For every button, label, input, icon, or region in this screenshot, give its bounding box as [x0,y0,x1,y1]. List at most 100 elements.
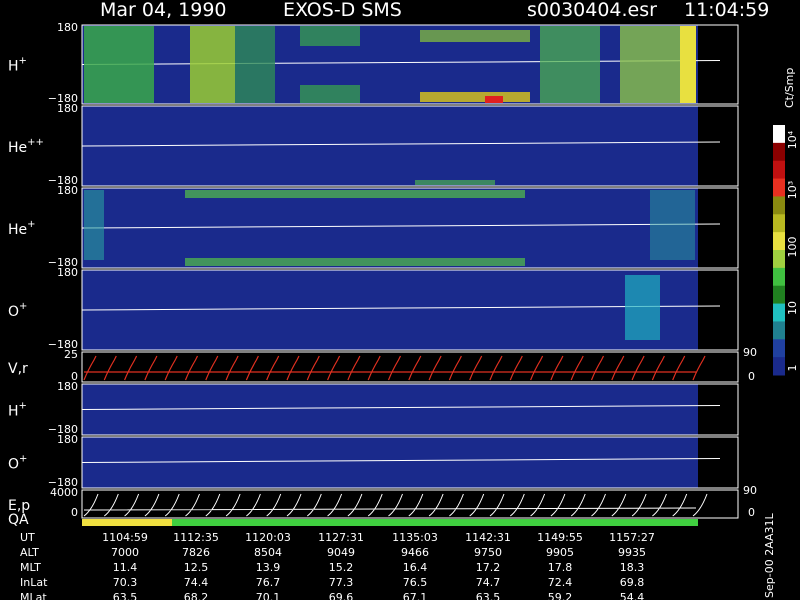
table-cell: 72.4 [548,576,573,589]
table-cell: 1142:31 [465,531,511,544]
panel-background [82,437,698,488]
panel-label-sup: + [27,219,35,230]
colorbar-swatch [773,267,785,287]
colorbar-tick-label: 100 [786,237,799,258]
table-cell: 9049 [327,546,355,559]
panel-label-sup: + [19,401,27,412]
colorbar-swatch [773,250,785,269]
panel-label: E,p [8,498,30,514]
table-cell: 9466 [401,546,429,559]
panel-label-text: He [8,140,27,156]
energy-trace [83,493,708,517]
colorbar-swatch [773,125,785,144]
velocity-trace [83,355,706,381]
colorbar-tick-label: 1 [786,365,799,372]
table-cell: 59.2 [548,591,573,600]
panel-label: V,r [8,361,28,377]
table-cell: 76.7 [256,576,281,589]
panel-label-text: H [8,404,19,420]
colorbar-swatch [773,178,785,197]
panel-label-text: He [8,222,27,238]
table-cell: 13.9 [256,561,281,574]
table-cell: 1127:31 [318,531,364,544]
center-line [81,405,721,410]
table-cell: 74.7 [476,576,501,589]
axis-top-label: 180 [57,102,78,115]
axis-bottom-label: −180 [48,92,78,105]
panel-background [82,490,698,518]
colorbar-unit: Ct/Smp [783,68,796,108]
table-cell: 11.4 [113,561,138,574]
table-cell: 17.8 [548,561,573,574]
colorbar-swatch [773,142,785,162]
axis-bottom-label: 0 [71,370,78,383]
axis-top-label: 180 [57,184,78,197]
right-axis-bottom-label: 0 [748,370,755,383]
axis-top-label: 180 [57,433,78,446]
table-cell: 76.5 [403,576,428,589]
header-date: Mar 04, 1990 [100,0,227,21]
table-cell: 68.2 [184,591,209,600]
row-label: MLT [20,561,41,574]
axis-bottom-label: −180 [48,256,78,269]
colorbar-swatch [773,285,785,305]
table-cell: 74.4 [184,576,209,589]
table-cell: 70.3 [113,576,138,589]
qa-bar-segment [82,519,172,526]
header-instrument: EXOS-D SMS [283,0,402,21]
center-line [81,305,721,311]
colorbar-swatch [773,321,785,340]
table-cell: 1104:59 [102,531,148,544]
table-cell: 12.5 [184,561,209,574]
table-cell: 7000 [111,546,139,559]
panel-label-sup: + [19,56,27,67]
table-cell: 67.1 [403,591,428,600]
table-cell: 63.5 [113,591,138,600]
panel-label-sup: ++ [27,137,44,148]
panel-label-sup: + [19,454,27,465]
right-axis-top-label: 90 [743,484,757,497]
table-cell: 8504 [254,546,282,559]
table-cell: 63.5 [476,591,501,600]
table-cell: 18.3 [620,561,645,574]
axis-bottom-label: 0 [71,506,78,519]
panel-frame [81,351,739,383]
panel-label: O+ [8,454,27,473]
panel-background [82,25,698,104]
panel-label: H+ [8,401,27,420]
colorbar-tick-label: 10³ [786,181,799,199]
table-cell: 1120:03 [245,531,291,544]
axis-bottom-label: −180 [48,174,78,187]
table-cell: 70.1 [256,591,281,600]
axis-top-label: 180 [57,266,78,279]
footer: Sep-00 2AA31L [763,512,776,598]
center-line [81,141,721,147]
colorbar-tick-label: 10 [786,301,799,315]
row-label: UT [20,531,35,544]
header-time: 11:04:59 [684,0,769,21]
center-line [81,458,721,463]
table-cell: 9905 [546,546,574,559]
colorbar-swatch [773,214,785,233]
panel-frame [81,489,739,519]
table-cell: 9935 [618,546,646,559]
qa-bar [82,519,698,526]
table-cell: 69.8 [620,576,645,589]
axis-top-label: 180 [57,21,78,34]
axis-bottom-label: −180 [48,423,78,436]
spectrogram-texture [84,26,696,340]
row-label: InLat [20,576,48,589]
panel-label-text: O [8,457,19,473]
table-cell: 1112:35 [173,531,219,544]
table-cell: 7826 [182,546,210,559]
axis-top-label: 25 [64,348,78,361]
table-cell: 15.2 [329,561,354,574]
table-cell: 54.4 [620,591,645,600]
colorbar: 10⁴ 10³ 100 10 1 [773,125,799,376]
panel-label: He++ [8,137,44,156]
right-axis-bottom-label: 0 [748,506,755,519]
panel-background [82,106,698,186]
header-file: s0030404.esr [527,0,657,21]
axis-bottom-label: −180 [48,338,78,351]
